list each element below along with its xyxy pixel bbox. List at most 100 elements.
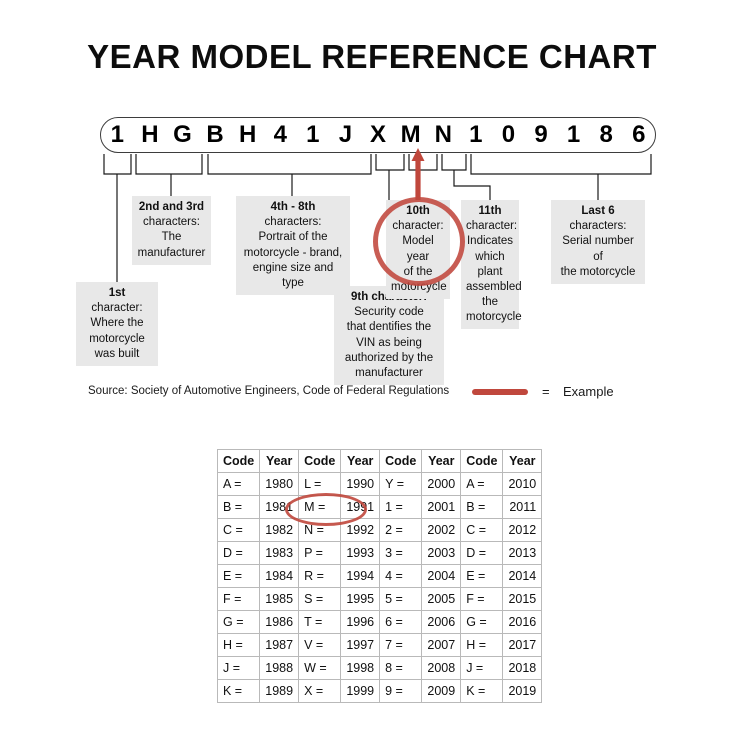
callout-11th-character: 11th character: Indicates which plant as… xyxy=(461,200,522,330)
callout-4th8th-line-2: Portrait of the xyxy=(258,231,328,244)
vin-char-17: 6 xyxy=(632,121,646,148)
callout-9th-line-4: authorized by the xyxy=(344,351,434,364)
code-cell-9-6: K = xyxy=(460,679,504,703)
callout-4th8th-line-1: characters: xyxy=(264,216,322,229)
code-cell-3-0: D = xyxy=(216,541,261,565)
code-cell-3-2: P = xyxy=(298,541,342,565)
highlight-circle-10th-character xyxy=(373,197,465,286)
year-cell-6-1: 1986 xyxy=(259,610,300,634)
year-cell-9-5: 2009 xyxy=(421,679,462,703)
highlight-ellipse-code-M-1991 xyxy=(285,493,367,526)
callout-11th-line-2: Indicates xyxy=(466,235,514,248)
code-cell-7-6: H = xyxy=(460,633,504,657)
year-cell-0-3: 1990 xyxy=(340,472,381,496)
page-title: YEAR MODEL REFERENCE CHART xyxy=(87,38,657,75)
code-cell-0-2: L = xyxy=(298,472,342,496)
year-cell-3-1: 1983 xyxy=(259,541,300,565)
callout-2nd-3rd-characters: 2nd and 3rd characters: The manufacturer xyxy=(132,196,211,265)
table-row: K = 1989 X = 1999 9 = 2009 K = 2019 xyxy=(216,679,543,703)
year-cell-7-7: 2017 xyxy=(502,633,543,657)
vin-char-5: H xyxy=(239,121,257,148)
table-row: H = 1987 V = 1997 7 = 2007 H = 2017 xyxy=(216,633,543,657)
code-cell-7-4: 7 = xyxy=(379,633,423,657)
year-cell-2-1: 1982 xyxy=(259,518,300,542)
code-cell-6-2: T = xyxy=(298,610,342,634)
year-cell-6-3: 1996 xyxy=(340,610,381,634)
code-cell-5-6: F = xyxy=(460,587,504,611)
code-cell-8-4: 8 = xyxy=(379,656,423,680)
source-citation: Source: Society of Automotive Engineers,… xyxy=(88,385,450,397)
callout-9th-line-2: that dentifies the xyxy=(346,321,432,334)
year-cell-4-7: 2014 xyxy=(502,564,543,588)
callout-2nd3rd-heading: 2nd and 3rd xyxy=(138,201,205,213)
year-cell-0-1: 1980 xyxy=(259,472,300,496)
year-cell-5-1: 1985 xyxy=(259,587,300,611)
code-cell-1-0: B = xyxy=(216,495,261,519)
callout-4th8th-heading: 4th - 8th xyxy=(270,201,316,213)
callout-1st-heading: 1st xyxy=(108,287,126,299)
vin-char-9: X xyxy=(370,121,387,148)
year-cell-9-7: 2019 xyxy=(502,679,543,703)
table-row: B = 1981 M = 1991 1 = 2001 B = 2011 xyxy=(216,495,543,519)
year-cell-7-5: 2007 xyxy=(421,633,462,657)
year-cell-8-5: 2008 xyxy=(421,656,462,680)
vin-char-7: 1 xyxy=(306,121,320,148)
table-row: C = 1982 N = 1992 2 = 2002 C = 2012 xyxy=(216,518,543,542)
year-cell-5-5: 2005 xyxy=(421,587,462,611)
year-cell-4-1: 1984 xyxy=(259,564,300,588)
table-row: D = 1983 P = 1993 3 = 2003 D = 2013 xyxy=(216,541,543,565)
callout-last-6-characters: Last 6 characters: Serial number of the … xyxy=(551,200,645,284)
year-cell-2-7: 2012 xyxy=(502,518,543,542)
code-cell-3-6: D = xyxy=(460,541,504,565)
year-cell-1-5: 2001 xyxy=(421,495,462,519)
code-cell-0-0: A = xyxy=(216,472,261,496)
callout-1st-line-2: Where the xyxy=(90,317,144,330)
legend-equals-sign: = xyxy=(542,384,550,399)
callout-1st-line-3: motorcycle xyxy=(89,332,145,345)
year-cell-9-3: 1999 xyxy=(340,679,381,703)
table-row: E = 1984 R = 1994 4 = 2004 E = 2014 xyxy=(216,564,543,588)
code-cell-8-0: J = xyxy=(216,656,261,680)
callout-4th8th-line-4: engine size and type xyxy=(252,261,334,289)
code-cell-7-2: V = xyxy=(298,633,342,657)
legend-example-swatch xyxy=(472,389,528,395)
callout-1st-character: 1st character: Where the motorcycle was … xyxy=(76,282,158,366)
vin-char-2: H xyxy=(141,121,159,148)
callout-11th-line-1: character: xyxy=(466,220,518,233)
code-cell-2-0: C = xyxy=(216,518,261,542)
year-cell-3-5: 2003 xyxy=(421,541,462,565)
table-header-5: Year xyxy=(421,449,462,473)
code-cell-0-4: Y = xyxy=(379,472,423,496)
year-cell-5-3: 1995 xyxy=(340,587,381,611)
table-header-row: Code Year Code Year Code Year Code Year xyxy=(216,449,543,473)
vin-char-8: J xyxy=(338,121,353,148)
table-header-1: Year xyxy=(259,449,300,473)
code-cell-4-2: R = xyxy=(298,564,342,588)
callout-9th-character: 9th character: Security code that dentif… xyxy=(334,286,444,386)
year-cell-3-7: 2013 xyxy=(502,541,543,565)
table-row: F = 1985 S = 1995 5 = 2005 F = 2015 xyxy=(216,587,543,611)
callout-11th-line-6: motorcycle xyxy=(466,311,522,324)
code-cell-9-2: X = xyxy=(298,679,342,703)
callout-1st-line-4: was built xyxy=(94,347,140,360)
callout-last6-line-1: characters: xyxy=(569,220,627,233)
callout-2nd3rd-line-3: manufacturer xyxy=(137,246,206,259)
table-body: A = 1980 L = 1990 Y = 2000 A = 2010 B = 1981 M = 19… xyxy=(216,472,543,703)
callout-11th-line-4: assembled xyxy=(466,280,522,293)
vin-char-3: G xyxy=(173,121,192,148)
table-header-6: Code xyxy=(460,449,504,473)
callout-9th-line-3: VIN as being xyxy=(356,336,422,349)
table-header-3: Year xyxy=(340,449,381,473)
code-cell-8-2: W = xyxy=(298,656,342,680)
code-cell-9-0: K = xyxy=(216,679,261,703)
vin-char-16: 8 xyxy=(599,121,613,148)
vin-char-1: 1 xyxy=(110,121,124,148)
code-cell-8-6: J = xyxy=(460,656,504,680)
callout-11th-line-5: the xyxy=(482,296,498,309)
table-header-4: Code xyxy=(379,449,423,473)
code-cell-4-4: 4 = xyxy=(379,564,423,588)
year-cell-7-1: 1987 xyxy=(259,633,300,657)
red-arrow-icon xyxy=(411,148,425,200)
year-cell-7-3: 1997 xyxy=(340,633,381,657)
